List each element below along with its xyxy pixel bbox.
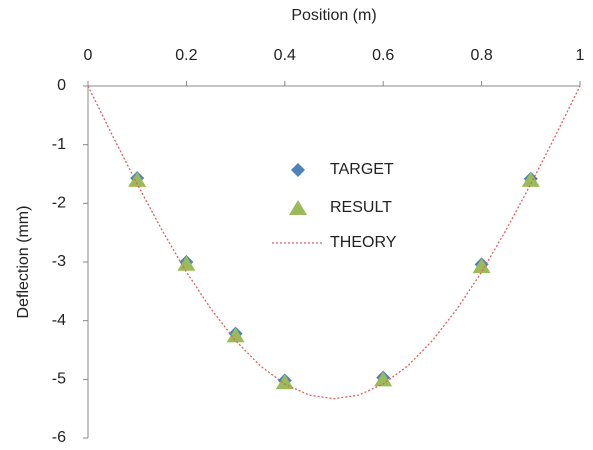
legend-label: RESULT [330, 199, 392, 216]
y-tick-label: -2 [52, 195, 66, 212]
diamond-marker [291, 163, 305, 177]
triangle-marker [226, 327, 245, 343]
x-tick-label: 0.6 [372, 47, 394, 64]
triangle-marker [521, 171, 540, 187]
y-tick-label: -1 [52, 136, 66, 153]
triangle-marker [472, 258, 491, 274]
x-tick-label: 0 [84, 47, 93, 64]
x-axis-title: Position (m) [291, 7, 376, 24]
y-tick-label: -5 [52, 371, 66, 388]
triangle-marker [289, 200, 307, 215]
y-tick-label: 0 [57, 77, 66, 94]
y-tick-label: -3 [52, 253, 66, 270]
triangle-marker [177, 255, 196, 271]
x-tick-label: 0.8 [470, 47, 492, 64]
y-tick-label: -4 [52, 312, 66, 329]
triangle-marker [374, 371, 393, 387]
y-tick-label: -6 [52, 429, 66, 446]
legend-label: TARGET [330, 161, 394, 178]
x-tick-label: 0.2 [175, 47, 197, 64]
triangle-marker [275, 374, 294, 390]
y-axis-title: Deflection (mm) [15, 206, 32, 319]
x-tick-label: 0.4 [274, 47, 296, 64]
x-tick-label: 1 [576, 47, 585, 64]
triangle-marker [128, 171, 147, 187]
legend-label: THEORY [330, 234, 397, 251]
theory-line [87, 85, 581, 400]
